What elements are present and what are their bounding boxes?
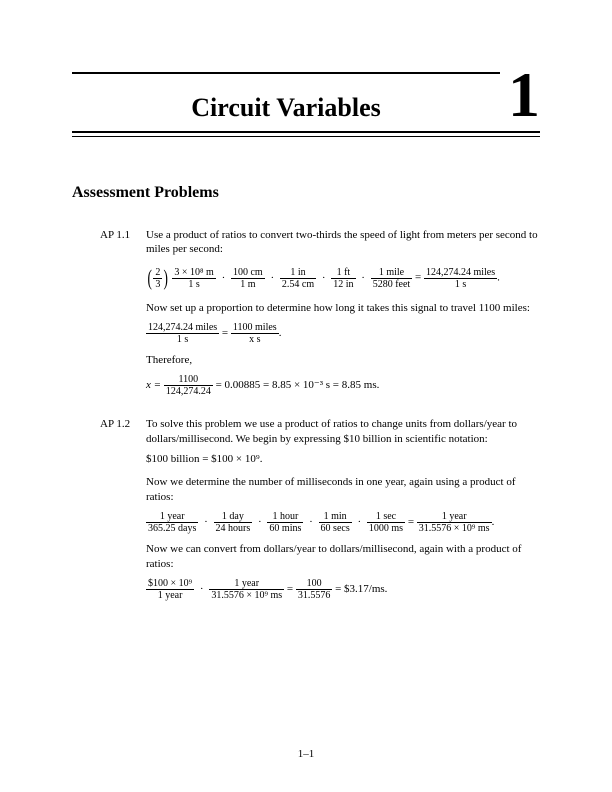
eq-post: = $3.17/ms.	[335, 583, 387, 595]
equation-ms-per-year: 1 year365.25 days · 1 day24 hours · 1 ho…	[146, 511, 540, 534]
problem-label: AP 1.2	[100, 417, 146, 609]
eq-post: = 0.00885 = 8.85 × 10⁻³ s = 8.85 ms.	[216, 379, 380, 391]
section-heading: Assessment Problems	[72, 182, 540, 204]
fraction: 1 mile5280 feet	[371, 267, 413, 290]
cdot-icon: ·	[306, 516, 316, 528]
title-row: Circuit Variables 1	[72, 80, 540, 127]
therefore-text: Therefore,	[146, 353, 540, 368]
problem: AP 1.1 Use a product of ratios to conver…	[100, 228, 540, 405]
chapter-header: Circuit Variables 1	[72, 72, 540, 137]
equals-icon: =	[287, 583, 296, 595]
fraction: 1100 milesx s	[231, 322, 279, 345]
fraction: 1 year365.25 days	[146, 511, 198, 534]
problem: AP 1.2 To solve this problem we use a pr…	[100, 417, 540, 609]
cdot-icon: ·	[197, 583, 207, 595]
intro-text: Use a product of ratios to convert two-t…	[146, 228, 540, 258]
fraction: 124,274.24 miles1 s	[424, 267, 497, 290]
fraction: 1 year31.5576 × 10⁹ ms	[417, 511, 492, 534]
fraction: 1 min60 secs	[319, 511, 352, 534]
para-text: Now we can convert from dollars/year to …	[146, 542, 540, 572]
cdot-icon: ·	[219, 272, 229, 284]
equals-icon: =	[408, 516, 417, 528]
fraction: 100 cm1 m	[231, 267, 265, 290]
top-rule	[72, 72, 540, 74]
eq-text: $100 billion = $100 × 10⁹.	[146, 453, 262, 465]
problem-body: To solve this problem we use a product o…	[146, 417, 540, 609]
problem-label: AP 1.1	[100, 228, 146, 405]
problem-body: Use a product of ratios to convert two-t…	[146, 228, 540, 405]
tail: .	[497, 272, 500, 284]
fraction: 124,274.24 miles1 s	[146, 322, 219, 345]
fraction: 1 day24 hours	[214, 511, 253, 534]
cdot-icon: ·	[267, 272, 277, 284]
page-number: 1–1	[0, 747, 612, 762]
cdot-icon: ·	[201, 516, 211, 528]
para-text: Now we determine the number of milliseco…	[146, 475, 540, 505]
fraction: $100 × 10⁹1 year	[146, 578, 194, 601]
cdot-icon: ·	[319, 272, 329, 284]
cdot-icon: ·	[358, 272, 368, 284]
fraction: 1100124,274.24	[164, 374, 213, 397]
chapter-title: Circuit Variables	[72, 90, 500, 125]
equation-dollars-per-ms: $100 × 10⁹1 year · 1 year31.5576 × 10⁹ m…	[146, 578, 540, 601]
tail: .	[492, 516, 495, 528]
fraction: 1 sec1000 ms	[367, 511, 405, 534]
equation-proportion: 124,274.24 miles1 s = 1100 milesx s.	[146, 322, 540, 345]
mid-rule-1	[72, 131, 540, 133]
fraction: 1 year31.5576 × 10⁹ ms	[209, 578, 284, 601]
intro-text: To solve this problem we use a product o…	[146, 417, 540, 447]
equals-icon: =	[222, 327, 231, 339]
equals-icon: =	[415, 272, 424, 284]
eq-pre: x =	[146, 379, 164, 391]
tail: .	[279, 327, 282, 339]
fraction: 23	[153, 267, 162, 290]
fraction: 10031.5576	[296, 578, 333, 601]
cdot-icon: ·	[255, 516, 265, 528]
equation-inline: $100 billion = $100 × 10⁹.	[146, 452, 540, 467]
fraction: 3 × 10⁸ m1 s	[172, 267, 215, 290]
para-text: Now set up a proportion to determine how…	[146, 301, 540, 316]
paren-left-icon: (	[147, 263, 151, 293]
chapter-number: 1	[500, 63, 540, 127]
equation-ratios: (23) 3 × 10⁸ m1 s · 100 cm1 m · 1 in2.54…	[146, 263, 540, 293]
equation-solve-x: x = 1100124,274.24 = 0.00885 = 8.85 × 10…	[146, 374, 540, 397]
paren-right-icon: )	[164, 263, 168, 293]
fraction: 1 in2.54 cm	[280, 267, 316, 290]
cdot-icon: ·	[354, 516, 364, 528]
mid-rule-2	[72, 136, 540, 137]
fraction: 1 hour60 mins	[267, 511, 303, 534]
fraction: 1 ft12 in	[331, 267, 355, 290]
